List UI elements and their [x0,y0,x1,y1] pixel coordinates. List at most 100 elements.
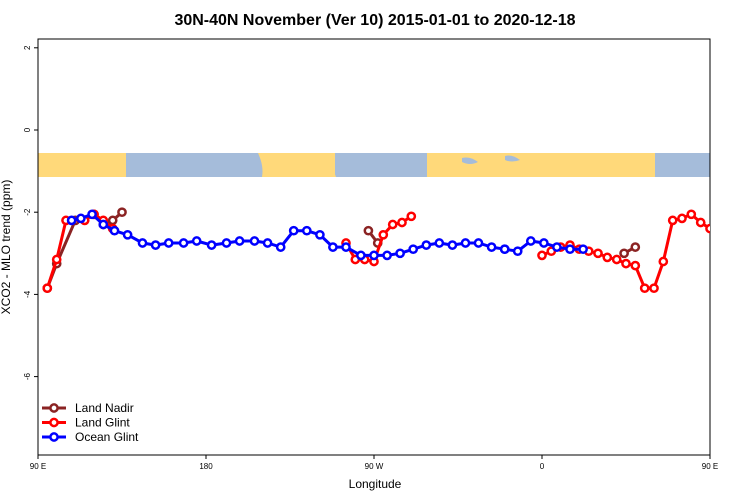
legend-marker [49,403,59,413]
data-point [686,209,697,220]
data-point [667,215,678,226]
data-point [378,229,389,240]
data-point [356,250,366,261]
data-point [328,242,338,252]
data-point [658,256,669,267]
data-point [122,229,133,240]
legend-marker [49,432,59,442]
data-point [288,225,299,236]
data-point [107,215,118,226]
legend-label: Land Nadir [75,401,134,415]
x-tick-label: 0 [540,462,545,471]
data-point [397,217,407,228]
legend-marker [49,417,59,428]
map-ocean-pacific [655,153,710,177]
map-ocean-atlantic [335,153,427,177]
data-point [98,219,109,230]
data-point [369,250,379,261]
data-point [387,219,398,230]
data-point [639,283,650,294]
data-point [234,236,245,246]
data-point [552,242,562,252]
series-line [71,212,505,257]
data-point [87,209,97,220]
data-point [621,258,631,269]
x-tick-label: 90 E [702,462,718,471]
data-point [382,250,392,261]
data-point [611,254,622,265]
map-band [38,153,710,177]
data-point [486,242,497,252]
map-coast-5 [38,153,80,177]
data-point [630,242,641,252]
data-point [539,238,549,248]
data-point [150,240,161,250]
map-coast-2 [332,153,336,177]
map-inland-sea [462,157,478,164]
legend-label: Ocean Glint [75,430,139,444]
data-point [525,236,536,246]
data-point [705,223,710,234]
data-point [262,238,273,248]
data-point [206,240,217,250]
data-point [421,240,432,250]
axes: 90 E 180 90 W 0 90 E 2 0 -2 -4 -6 [23,45,718,471]
y-axis-label: XCO2 - MLO trend (ppm) [0,180,13,315]
data-point [649,283,659,294]
data-point [109,225,120,236]
map-coast-1 [258,153,263,177]
data-point [363,225,374,236]
data-point [593,248,603,259]
data-point [578,244,588,255]
series-land-glint [42,209,710,294]
data-point [117,207,127,218]
data-point [537,250,547,261]
data-point [565,244,575,255]
chart-title: 30N-40N November (Ver 10) 2015-01-01 to … [174,12,575,29]
x-tick-label: 180 [199,462,213,471]
map-ocean-atlantic-west [126,153,258,177]
data-point [76,213,86,224]
data-point [163,238,174,248]
data-point [619,248,629,259]
data-point [249,236,260,246]
data-point [395,248,405,259]
map-coast-4 [620,153,655,177]
legend-label: Land Glint [75,416,130,430]
data-point [42,283,53,294]
map-coast-3 [427,153,430,177]
data-point [178,238,189,248]
data-point [341,242,351,252]
data-point [473,238,484,248]
data-point [602,252,613,263]
y-tick-label: -6 [23,372,32,380]
data-point [137,238,148,248]
data-point [447,240,458,250]
y-tick-label: -4 [23,290,32,298]
data-point [499,244,510,255]
data-point [460,238,471,248]
data-point [630,260,641,271]
data-point [301,225,312,236]
series-ocean-glint [66,209,588,261]
x-tick-label: 90 W [365,462,384,471]
data-point [275,242,286,252]
y-tick-label: 2 [23,45,32,50]
data-point [315,229,325,240]
data-point [51,254,62,265]
x-tick-label: 90 E [30,462,46,471]
data-point [695,217,706,228]
x-axis-label: Longitude [349,477,402,491]
data-point [406,211,417,222]
y-tick-label: -2 [23,208,32,216]
data-point [66,215,77,226]
map-inland-sea-2 [505,155,520,162]
data-point [408,244,419,255]
y-tick-label: 0 [23,127,32,132]
data-point [191,236,202,246]
series-layer [42,207,710,294]
data-point [677,213,687,224]
data-point [512,246,523,257]
